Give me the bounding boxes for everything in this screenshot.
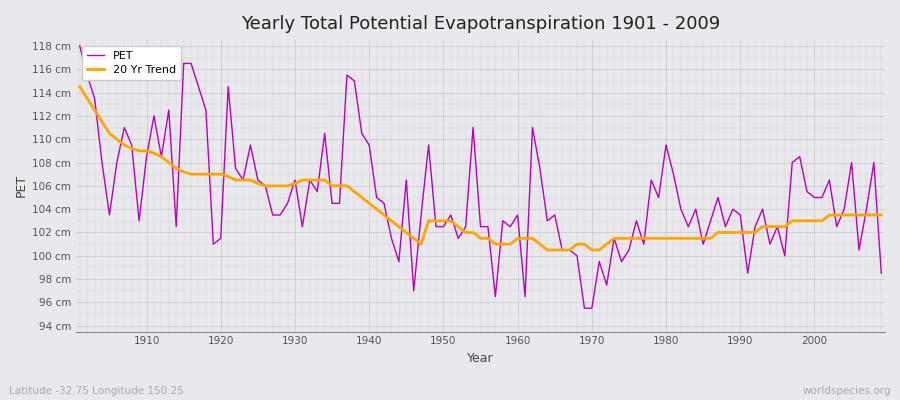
20 Yr Trend [608, 236, 619, 241]
PET [579, 306, 590, 311]
X-axis label: Year: Year [467, 352, 494, 365]
Y-axis label: PET: PET [15, 174, 28, 198]
PET [608, 236, 619, 241]
20 Yr Trend [876, 212, 886, 217]
PET [134, 218, 145, 223]
Legend: PET, 20 Yr Trend: PET, 20 Yr Trend [82, 46, 182, 80]
PET [505, 224, 516, 229]
Line: 20 Yr Trend: 20 Yr Trend [80, 87, 881, 250]
PET [341, 73, 352, 78]
PET [75, 44, 86, 48]
20 Yr Trend [505, 242, 516, 246]
20 Yr Trend [512, 236, 523, 241]
Line: PET: PET [80, 46, 881, 308]
20 Yr Trend [341, 184, 352, 188]
Text: Latitude -32.75 Longitude 150.25: Latitude -32.75 Longitude 150.25 [9, 386, 184, 396]
PET [876, 271, 886, 276]
20 Yr Trend [75, 84, 86, 89]
PET [512, 212, 523, 217]
PET [297, 224, 308, 229]
20 Yr Trend [297, 178, 308, 182]
Text: worldspecies.org: worldspecies.org [803, 386, 891, 396]
20 Yr Trend [542, 248, 553, 252]
20 Yr Trend [134, 148, 145, 153]
Title: Yearly Total Potential Evapotranspiration 1901 - 2009: Yearly Total Potential Evapotranspiratio… [241, 15, 720, 33]
